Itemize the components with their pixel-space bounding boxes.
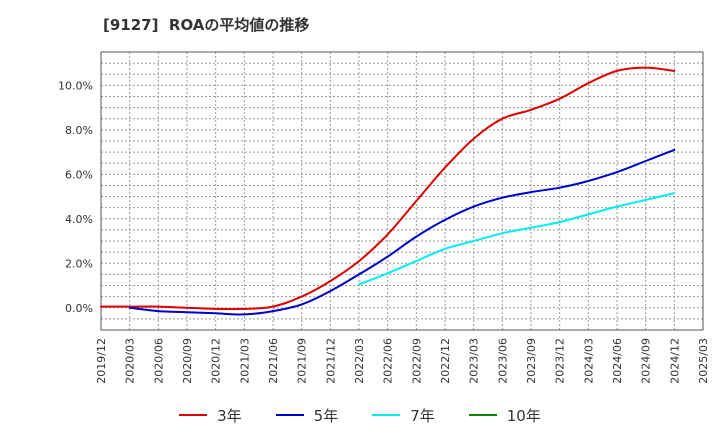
axis-layer	[100, 51, 704, 331]
x-tick-label: 2020/12	[210, 338, 223, 384]
legend-label: 3年	[217, 406, 242, 425]
x-tick-label: 2024/06	[611, 338, 624, 384]
legend-label: 5年	[313, 406, 339, 425]
legend-swatch	[372, 414, 401, 416]
x-tick-label: 2024/09	[640, 338, 653, 384]
legend-item: 7年	[372, 405, 435, 426]
x-tick-label: 2022/06	[382, 338, 395, 384]
grid-layer	[100, 51, 704, 330]
x-tick-label: 2022/12	[439, 338, 452, 384]
legend-item: 5年	[275, 405, 339, 426]
x-tick-label: 2023/12	[554, 338, 567, 384]
x-tick-label: 2019/12	[95, 338, 108, 384]
legend-swatch	[468, 414, 497, 416]
legend-item: 3年	[179, 405, 242, 426]
series-layer	[100, 66, 676, 316]
plot-border	[100, 51, 704, 331]
x-tick-label: 2021/03	[238, 338, 251, 384]
y-tick-label: 4.0%	[65, 213, 93, 226]
x-tick-label: 2025/03	[697, 338, 710, 384]
x-tick-label: 2020/09	[181, 338, 194, 384]
legend: 3年 5年 7年 10年	[0, 402, 720, 428]
legend-label: 7年	[410, 406, 435, 425]
x-tick-label: 2020/03	[124, 338, 137, 384]
y-tick-label: 2.0%	[65, 257, 93, 270]
legend-swatch	[179, 414, 208, 416]
x-tick-label: 2024/03	[582, 338, 595, 384]
x-tick-label: 2020/06	[152, 338, 165, 384]
y-tick-label: 8.0%	[65, 124, 93, 137]
x-tick-label: 2021/06	[267, 338, 280, 384]
x-tick-label: 2023/03	[468, 338, 481, 384]
y-tick-label: 6.0%	[65, 168, 93, 181]
series-line-7年	[358, 192, 676, 286]
series-line-3年	[100, 66, 676, 311]
x-tick-label: 2021/09	[296, 338, 309, 384]
legend-swatch	[275, 414, 304, 416]
series-line-5年	[128, 148, 676, 316]
x-tick-label: 2024/12	[668, 338, 681, 384]
x-tick-label: 2022/03	[353, 338, 366, 384]
y-tick-label: 10.0%	[58, 79, 93, 92]
x-tick-label: 2023/09	[525, 338, 538, 384]
x-tick-label: 2022/09	[410, 338, 423, 384]
x-tick-label: 2021/12	[324, 338, 337, 384]
y-tick-label: 0.0%	[65, 302, 93, 315]
legend-item: 10年	[468, 405, 541, 426]
tick-labels: 0.0% 2.0% 4.0% 6.0% 8.0% 10.0% 2019/12 2020/03 2…	[58, 79, 710, 383]
x-tick-label: 2023/06	[496, 338, 509, 384]
legend-label: 10年	[506, 406, 541, 425]
chart-title: [9127] ROAの平均値の推移	[103, 16, 310, 34]
